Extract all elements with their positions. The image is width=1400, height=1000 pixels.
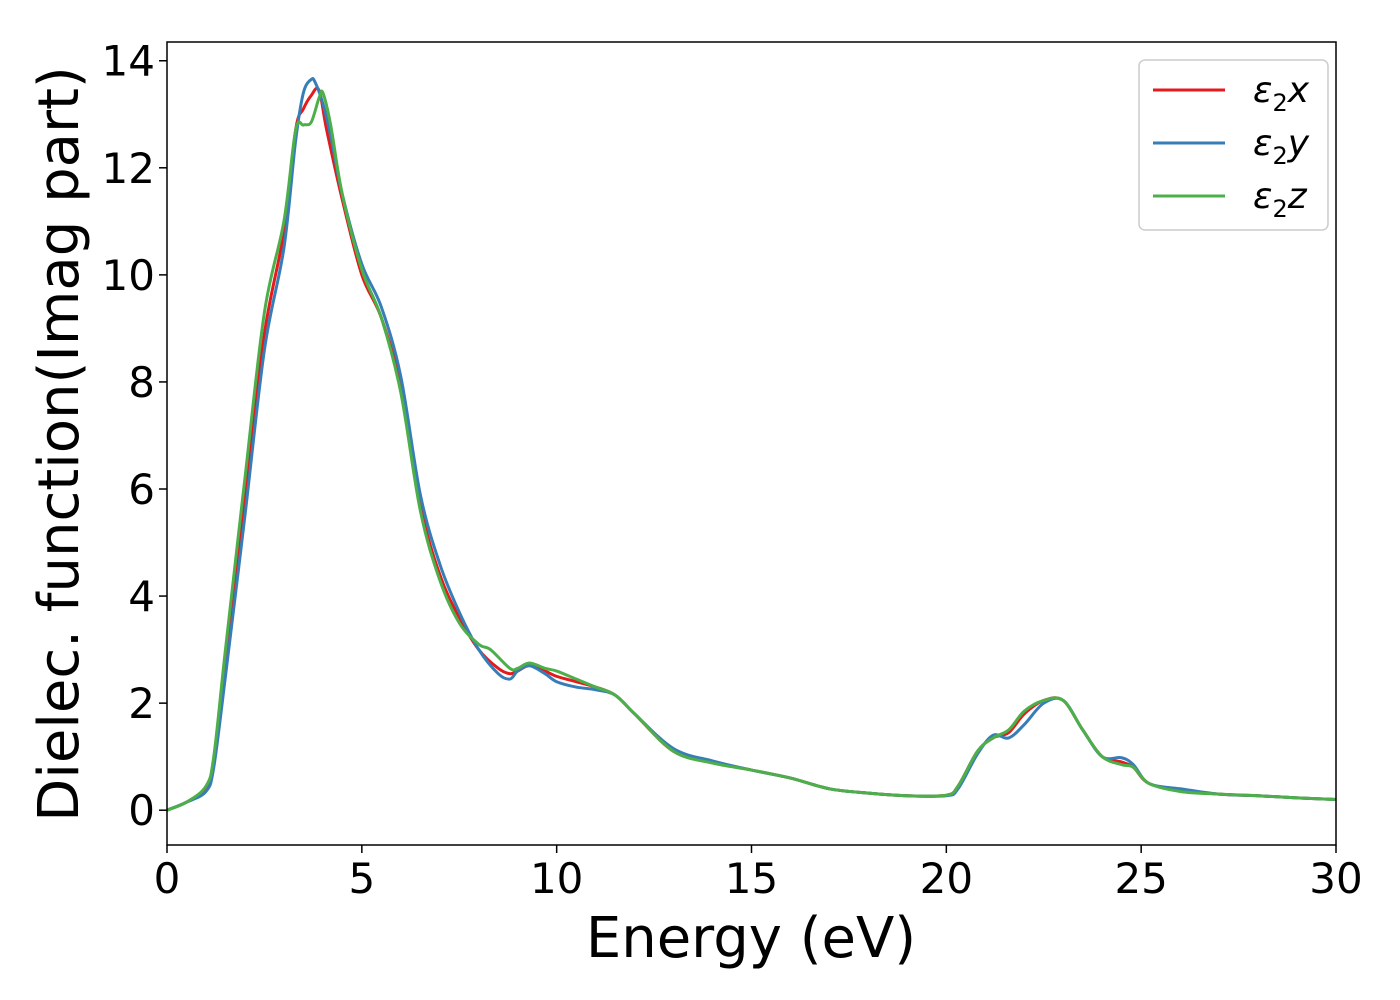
legend-label: ε2z	[1253, 176, 1308, 223]
x-tick-label: 10	[530, 854, 583, 903]
legend-box	[1138, 59, 1329, 231]
x-tick-label: 20	[920, 854, 973, 903]
y-tick-label: 8	[128, 358, 155, 407]
series-line-z	[167, 89, 1336, 812]
y-axis-label: Dielec. function(Imag part)	[27, 66, 92, 822]
legend-item-x: ε2x	[1153, 70, 1310, 117]
y-axis: 0 2 4 6 8 10 12 14	[102, 37, 167, 835]
x-tick-label: 5	[348, 854, 375, 903]
series-layer	[167, 77, 1336, 812]
y-tick-label: 2	[128, 679, 155, 728]
y-tick-label: 4	[128, 572, 155, 621]
x-tick-label: 0	[154, 854, 181, 903]
legend: ε2x ε2y ε2z	[1138, 59, 1329, 231]
legend-label: ε2y	[1253, 123, 1310, 170]
y-tick-label: 14	[102, 37, 155, 86]
y-tick-label: 10	[102, 251, 155, 300]
legend-label: ε2x	[1253, 70, 1310, 117]
x-tick-label: 30	[1309, 854, 1362, 903]
x-axis: 0 5 10 15 20 25 30	[154, 845, 1363, 903]
x-axis-label: Energy (eV)	[586, 906, 916, 971]
x-tick-label: 15	[725, 854, 778, 903]
y-tick-label: 0	[128, 786, 155, 835]
legend-item-z: ε2z	[1153, 176, 1308, 223]
legend-item-y: ε2y	[1153, 123, 1310, 170]
y-tick-label: 6	[128, 465, 155, 514]
x-tick-label: 25	[1114, 854, 1167, 903]
y-tick-label: 12	[102, 144, 155, 193]
